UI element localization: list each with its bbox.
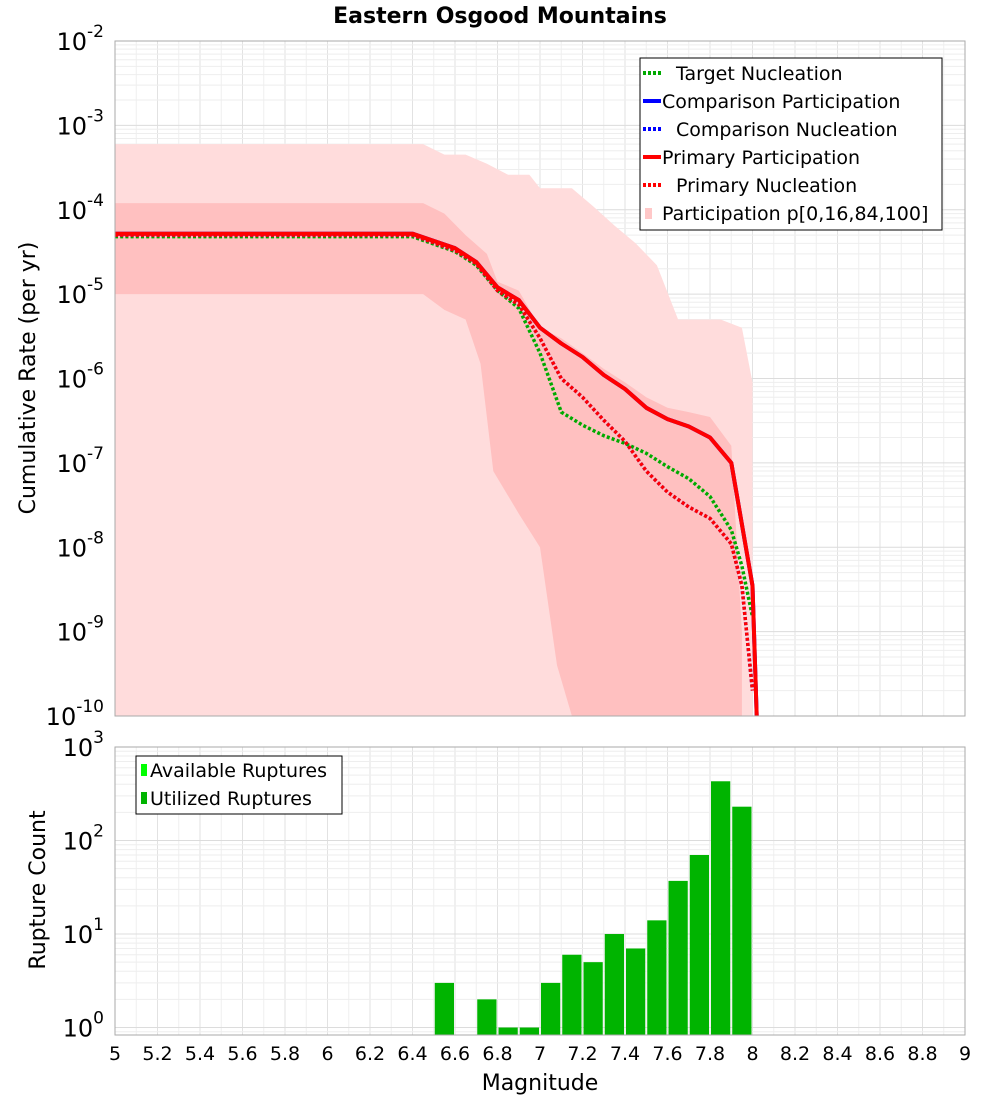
chart-title-group: Eastern Osgood Mountains <box>333 4 667 29</box>
rupture-bar <box>583 962 603 1035</box>
top-y-tick-label: 10-10 <box>46 697 104 731</box>
x-tick-label: 6.8 <box>482 1043 512 1065</box>
rupture-bar <box>668 880 688 1035</box>
legend-label: Primary Participation <box>662 147 860 169</box>
x-tick-label: 7.2 <box>567 1043 597 1065</box>
x-tick-label: 5.8 <box>270 1043 300 1065</box>
rupture-bar <box>434 982 454 1035</box>
top-y-tick-label: 10-4 <box>57 191 105 225</box>
x-tick-label: 5 <box>109 1043 121 1065</box>
series-line-target-nucleation <box>115 234 755 618</box>
x-tick-label: 7.8 <box>695 1043 725 1065</box>
x-tick-label: 8.6 <box>865 1043 895 1065</box>
legend-label: Participation p[0,16,84,100] <box>662 203 928 225</box>
legend-swatch-band <box>645 208 652 219</box>
rupture-bar <box>562 954 582 1035</box>
x-tick-label: 6 <box>321 1043 333 1065</box>
top-y-tick-label: 10-6 <box>57 360 105 394</box>
chart-title: Eastern Osgood Mountains <box>333 4 667 29</box>
x-tick-label: 8.2 <box>780 1043 810 1065</box>
rupture-bar <box>477 999 497 1035</box>
rupture-bar <box>689 854 709 1035</box>
top-legend-box <box>639 57 943 231</box>
bottom-plot-frame <box>114 746 966 1036</box>
rupture-bar <box>732 806 752 1035</box>
top-plot-area <box>115 144 759 716</box>
rupture-bar <box>498 1027 518 1035</box>
legend-label: Comparison Nucleation <box>676 119 898 141</box>
x-tick-label: 6.6 <box>440 1043 470 1065</box>
top-y-tick-label: 10-5 <box>57 275 105 309</box>
bottom-legend: Available Ruptures Utilized Ruptures <box>135 755 343 815</box>
bottom-y-tick-label: 100 <box>63 1009 104 1043</box>
legend-label: Target Nucleation <box>675 63 843 85</box>
x-tick-label: 5.4 <box>185 1043 215 1065</box>
top-y-tick-label: 10-7 <box>57 444 105 478</box>
rupture-bar <box>711 781 731 1035</box>
x-tick-label: 5.6 <box>227 1043 257 1065</box>
top-plot-frame <box>114 40 966 717</box>
series-line-primary-participation <box>115 231 759 716</box>
top-legend: Target Nucleation Comparison Participatio… <box>639 57 943 231</box>
top-y-tick-label: 10-2 <box>57 22 105 56</box>
rupture-bar <box>541 982 561 1035</box>
x-tick-label: 6.4 <box>397 1043 427 1065</box>
rupture-bar <box>626 948 646 1035</box>
bottom-y-tick-label: 101 <box>63 915 104 949</box>
band-inner-p16-p84 <box>115 203 742 716</box>
bottom-y-axis-label: Rupture Count <box>26 810 51 970</box>
series-line-primary-nucleation <box>115 233 755 691</box>
rupture-bar <box>519 1027 539 1035</box>
legend-label: Comparison Participation <box>662 91 900 113</box>
legend-label: Utilized Ruptures <box>150 788 312 810</box>
rupture-bar <box>647 920 667 1035</box>
legend-label: Primary Nucleation <box>676 175 857 197</box>
x-tick-label: 7.4 <box>610 1043 640 1065</box>
top-y-tick-label: 10-3 <box>57 106 105 140</box>
x-tick-label: 7 <box>534 1043 546 1065</box>
x-tick-label: 5.2 <box>142 1043 172 1065</box>
legend-swatch-bar <box>141 764 147 776</box>
x-tick-label: 7.6 <box>652 1043 682 1065</box>
x-tick-label: 6.2 <box>355 1043 385 1065</box>
x-axis-label: Magnitude <box>482 1071 599 1096</box>
top-plot: 10-10 10-9 10-8 10-7 10-6 10-5 10-4 10-3 10-2 Tar… <box>46 22 966 731</box>
x-tick-label: 9 <box>959 1043 971 1065</box>
rupture-bar <box>604 934 624 1035</box>
bottom-legend-box <box>135 755 343 815</box>
top-y-tick-label: 10-9 <box>57 613 105 647</box>
legend-label: Available Ruptures <box>150 760 327 782</box>
x-tick-label: 8 <box>746 1043 758 1065</box>
bottom-y-tick-label: 102 <box>63 822 104 856</box>
top-y-axis-label: Cumulative Rate (per yr) <box>16 242 41 515</box>
legend-swatch-bar <box>141 792 147 804</box>
top-y-tick-label: 10-8 <box>57 528 105 562</box>
x-tick-label: 8.4 <box>822 1043 852 1065</box>
x-tick-label: 8.8 <box>907 1043 937 1065</box>
bottom-y-tick-label: 103 <box>63 728 104 762</box>
